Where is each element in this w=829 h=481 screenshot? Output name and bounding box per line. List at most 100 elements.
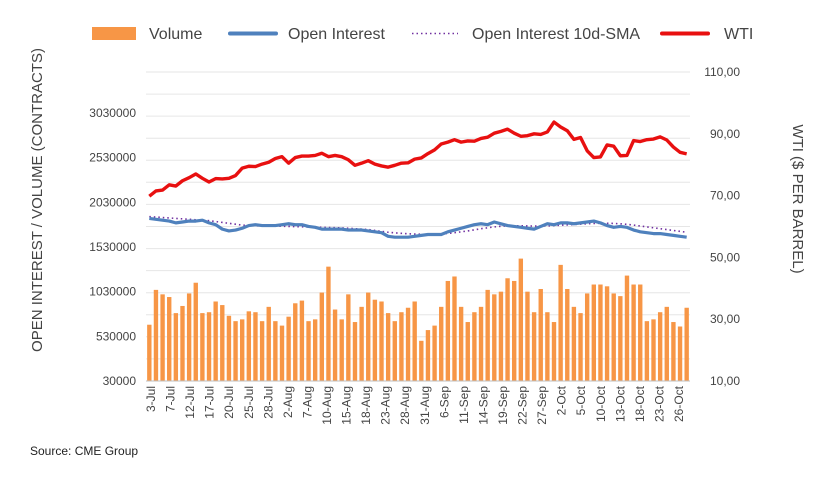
volume-bar xyxy=(664,306,669,381)
legend-label: Open Interest 10d-SMA xyxy=(472,26,640,43)
x-tick-label: 3-Jul xyxy=(144,386,158,412)
volume-bar xyxy=(465,322,470,381)
volume-bar xyxy=(352,322,358,381)
y-left-tick-label: 1030000 xyxy=(89,285,136,299)
volume-bar xyxy=(226,315,232,381)
volume-bar xyxy=(286,316,291,381)
volume-bar xyxy=(173,313,179,381)
y-left-tick-label: 30000 xyxy=(103,374,137,388)
y-left-tick-label: 2030000 xyxy=(89,195,136,209)
x-tick-label: 10-Oct xyxy=(594,385,608,422)
volume-bar xyxy=(186,293,192,381)
volume-bar xyxy=(425,330,431,381)
x-tick-label: 7-Jul xyxy=(164,386,178,412)
volume-bar xyxy=(478,306,484,381)
volume-bar xyxy=(485,289,490,381)
volume-bar xyxy=(312,319,318,381)
x-tick-label: 25-Jul xyxy=(242,386,256,419)
volume-bar xyxy=(604,286,610,381)
volume-bar xyxy=(571,306,577,381)
volume-bar xyxy=(538,288,543,381)
volume-bar xyxy=(631,284,636,381)
legend: Volume Open Interest Open Interest 10d-SMA… xyxy=(92,26,753,43)
y-right-tick-label: 30,00 xyxy=(710,312,740,326)
x-tick-label: 28-Aug xyxy=(398,386,412,425)
volume-bar xyxy=(611,293,616,381)
x-tick-label: 31-Aug xyxy=(418,386,432,425)
volume-bar xyxy=(677,326,683,381)
volume-bar xyxy=(512,280,517,381)
volume-bar xyxy=(525,291,530,381)
volume-bar xyxy=(578,313,583,381)
volume-bar xyxy=(657,312,663,381)
volume-bar xyxy=(206,312,212,381)
volume-bar xyxy=(306,321,311,381)
x-tick-label: 5-Oct xyxy=(574,385,588,415)
x-tick-label: 7-Aug xyxy=(300,386,314,418)
volume-bar xyxy=(200,313,205,381)
volume-bar xyxy=(419,340,424,381)
x-tick-label: 13-Oct xyxy=(613,385,627,422)
volume-bar xyxy=(332,309,338,381)
volume-bar xyxy=(584,293,590,381)
volume-bar xyxy=(213,301,218,381)
x-tick-label: 23-Aug xyxy=(379,386,393,425)
y-left-tick-label: 2530000 xyxy=(89,151,136,165)
volume-bar xyxy=(399,312,404,381)
volume-bar xyxy=(392,321,397,381)
volume-bar xyxy=(684,307,689,381)
volume-bar xyxy=(518,258,524,381)
volume-bar xyxy=(545,312,550,381)
volume-bar xyxy=(671,322,676,381)
x-tick-label: 19-Sep xyxy=(496,386,510,425)
volume-bar xyxy=(385,313,391,381)
volume-bar xyxy=(339,319,344,381)
volume-bars xyxy=(147,258,689,381)
volume-bar xyxy=(220,305,225,381)
volume-bar xyxy=(273,321,278,381)
x-tick-label: 27-Sep xyxy=(535,386,549,425)
x-tick-label: 15-Aug xyxy=(340,386,354,425)
volume-bar xyxy=(452,276,457,381)
volume-bar xyxy=(253,312,258,381)
volume-bar xyxy=(412,301,417,381)
volume-bar xyxy=(153,289,159,381)
volume-bar xyxy=(293,303,298,381)
volume-bar xyxy=(372,299,378,381)
volume-bar xyxy=(598,284,603,381)
volume-bar xyxy=(147,324,152,381)
volume-bar xyxy=(445,280,451,381)
volume-bar xyxy=(359,306,364,381)
volume-bar xyxy=(246,311,252,381)
legend-swatch-volume xyxy=(92,27,136,40)
volume-bar xyxy=(366,292,371,381)
y-right-tick-label: 90,00 xyxy=(710,127,740,141)
legend-label: Open Interest xyxy=(288,26,386,43)
volume-bar xyxy=(432,325,437,381)
volume-bar xyxy=(651,319,656,381)
volume-bar xyxy=(439,306,444,381)
volume-bar xyxy=(259,321,265,381)
wti-line xyxy=(148,120,688,198)
volume-bar xyxy=(498,291,504,381)
y-right-tick-label: 10,00 xyxy=(710,374,740,388)
volume-bar xyxy=(326,266,331,381)
volume-bar xyxy=(167,297,172,381)
volume-bar xyxy=(266,306,271,381)
x-tick-label: 28-Jul xyxy=(261,386,275,419)
volume-bar xyxy=(346,294,351,381)
x-tick-label: 12-Jul xyxy=(183,386,197,419)
volume-bar xyxy=(618,296,623,381)
y-right-tick-label: 50,00 xyxy=(710,250,740,264)
volume-bar xyxy=(551,322,557,381)
volume-bar xyxy=(558,264,563,381)
volume-bar xyxy=(319,292,324,381)
y-left-tick-label: 530000 xyxy=(96,329,136,343)
x-tick-label: 23-Oct xyxy=(652,385,666,422)
line-series xyxy=(148,120,688,239)
x-tick-label: 26-Oct xyxy=(672,385,686,422)
volume-bar xyxy=(624,275,630,381)
source-note: Source: CME Group xyxy=(30,444,139,458)
y-right-tick-label: 110,00 xyxy=(704,65,740,79)
x-tick-label: 10-Aug xyxy=(320,386,334,425)
